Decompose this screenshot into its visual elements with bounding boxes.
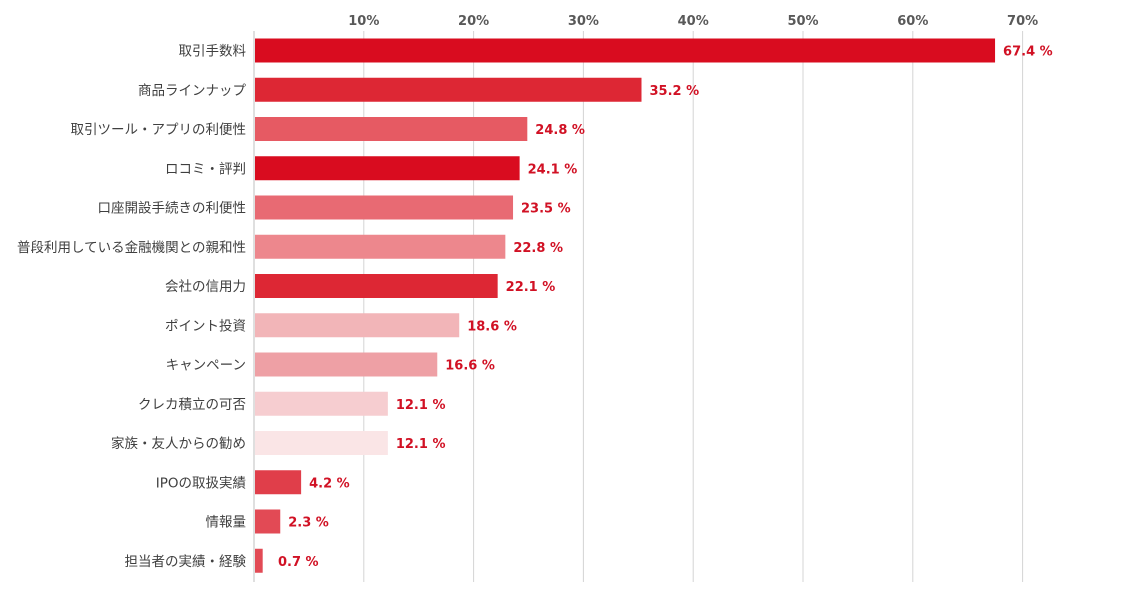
bar [255,117,528,141]
bar [255,313,460,338]
category-label: 口座開設手続きの利便性 [98,201,247,217]
data-label: 67.4 % [1003,45,1053,60]
data-label: 16.6 % [445,359,495,374]
category-label: キャンペーン [166,358,246,374]
category-label: 取引ツール・アプリの利便性 [71,122,247,138]
category-label: 取引手数料 [179,44,247,60]
data-label: 22.1 % [506,280,556,295]
bar [255,431,388,455]
data-label: 4.2 % [309,476,350,491]
data-label: 12.1 % [396,437,446,452]
category-label: 情報量 [206,515,247,531]
bar [255,234,506,259]
bar [255,156,520,181]
x-tick-label: 40% [678,14,709,29]
data-label: 22.8 % [513,241,563,256]
data-label: 18.6 % [467,319,517,334]
data-label: 0.7 % [278,555,319,570]
category-label: 普段利用している金融機関との親和性 [17,240,246,256]
data-label: 35.2 % [649,84,699,99]
x-tick-label: 60% [897,14,928,29]
category-label: IPOの取扱実績 [156,475,246,491]
x-tick-label: 70% [1007,14,1038,29]
data-label: 2.3 % [288,516,329,531]
x-tick-label: 20% [458,14,489,29]
bar [255,274,498,298]
data-label: 23.5 % [521,202,571,217]
value-labels: 67.4 % 35.2 % 24.8 % 24.1 % 23.5 % 22.8 % 22.1… [278,45,1053,570]
category-label: 家族・友人からの勧め [111,435,246,452]
bar [255,38,996,63]
bar [255,352,438,377]
x-tick-label: 30% [568,14,599,29]
gridlines [363,31,1024,582]
data-label: 24.1 % [528,162,578,177]
data-label: 12.1 % [396,398,446,413]
bar [255,77,642,102]
category-label: 商品ラインナップ [138,83,246,99]
category-label: 担当者の実績・経験 [125,554,247,570]
bar [255,470,302,495]
bar [255,509,281,534]
category-labels: 取引手数料商品ラインナップ取引ツール・アプリの利便性ロコミ・評判口座開設手続きの… [17,44,246,570]
bar [255,391,388,416]
bar [255,195,514,220]
category-label: 会社の信用力 [165,279,246,295]
category-label: ポイント投資 [165,318,246,334]
bars [255,38,996,573]
x-axis-ticks: 10% 20% 30% 40% 50% 60% 70% [348,14,1038,29]
x-tick-label: 10% [348,14,379,29]
data-label: 24.8 % [535,123,585,138]
category-label: ロコミ・評判 [165,161,246,177]
category-label: クレカ積立の可否 [138,397,246,413]
bar [255,548,263,573]
x-tick-label: 50% [787,14,818,29]
